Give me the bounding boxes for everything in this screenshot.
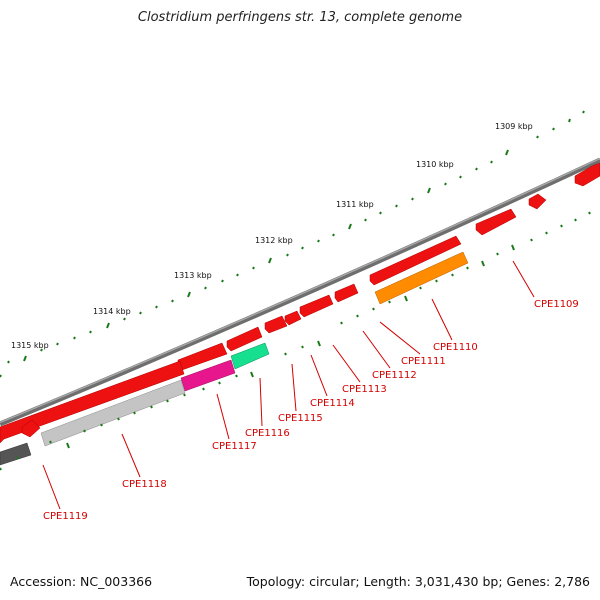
gene-label-cpe1110: CPE1110 [433,342,478,353]
gene-arrow [0,360,185,444]
gene-label-cpe1117: CPE1117 [212,441,257,452]
gene-label-cpe1119: CPE1119 [43,511,88,522]
outer-ruler: 1309 kbp 1310 kbp 1311 kbp 1312 kbp 1313… [0,110,585,378]
tick-label-1312: 1312 kbp [255,236,293,245]
gene-label-cpe1115: CPE1115 [278,413,323,424]
label-leader-lines [42,260,535,510]
gene-label-cpe1118: CPE1118 [122,479,167,490]
gene-orange [374,251,469,305]
inner-ruler [0,211,591,471]
gene-teal [230,342,270,370]
gene-arrow [264,315,288,334]
gene-light-gray [40,379,186,447]
gene-magenta [180,359,236,392]
genome-backbone [0,157,600,427]
gene-arrow [334,283,359,303]
gene-arrow [21,419,41,438]
gene-label-cpe1112: CPE1112 [372,370,417,381]
tick-label-1309: 1309 kbp [495,122,533,131]
gene-arrow [369,235,462,286]
gene-label-cpe1111: CPE1111 [401,356,446,367]
gene-arrow [574,162,600,187]
gene-label-cpe1116: CPE1116 [245,428,290,439]
reverse-strand-genes [0,251,469,466]
gene-arrow [299,294,334,318]
gene-labels: CPE1109 CPE1110 CPE1111 CPE1112 CPE1113 … [43,299,579,522]
accession-label: Accession: NC_003366 [10,574,153,589]
tick-label-1313: 1313 kbp [174,271,212,280]
genome-summary: Topology: circular; Length: 3,031,430 bp… [246,574,590,589]
genome-title: Clostridium perfringens str. 13, complet… [137,10,463,25]
outer-minor-ticks [0,110,585,378]
tick-label-1311: 1311 kbp [336,200,374,209]
tick-label-1314: 1314 kbp [93,307,131,316]
gene-label-cpe1113: CPE1113 [342,384,387,395]
gene-label-cpe1114: CPE1114 [310,398,355,409]
gene-label-cpe1109: CPE1109 [534,299,579,310]
tick-label-1310: 1310 kbp [416,160,454,169]
gene-arrow [284,310,302,326]
forward-strand-genes [0,162,600,444]
gene-arrow [226,326,263,352]
gene-arrow [475,208,517,236]
gene-arrow [528,193,547,210]
tick-label-1315: 1315 kbp [11,341,49,350]
gene-dark-gray [0,442,32,466]
